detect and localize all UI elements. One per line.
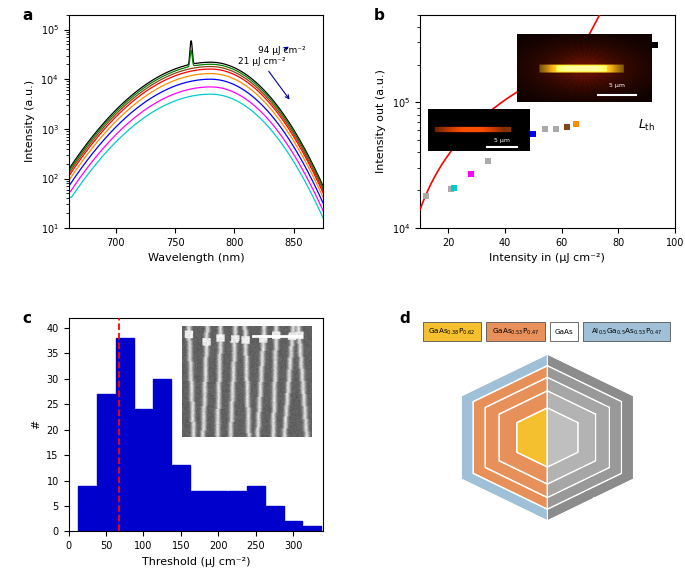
Point	[482, 157, 493, 166]
Polygon shape	[547, 408, 578, 467]
Point	[649, 41, 660, 50]
Polygon shape	[547, 354, 634, 521]
Bar	[172, 465, 190, 531]
Text: Al$_{0.5}$Ga$_{0.5}$As$_{0.53}$P$_{0.47}$: Al$_{0.5}$Ga$_{0.5}$As$_{0.53}$P$_{0.47}…	[590, 326, 662, 337]
Polygon shape	[461, 354, 634, 521]
Text: 94 μJ cm⁻²: 94 μJ cm⁻²	[258, 47, 306, 55]
Text: 21 μJ cm⁻²: 21 μJ cm⁻²	[238, 57, 289, 99]
Y-axis label: #: #	[31, 420, 40, 429]
Point	[449, 183, 460, 192]
Polygon shape	[499, 391, 595, 484]
Polygon shape	[516, 408, 578, 467]
X-axis label: Threshold (μJ cm⁻²): Threshold (μJ cm⁻²)	[142, 557, 250, 566]
Point	[420, 192, 431, 201]
Text: c: c	[23, 311, 32, 326]
Point	[599, 67, 610, 77]
Text: d: d	[399, 311, 410, 326]
FancyBboxPatch shape	[583, 322, 670, 342]
Point	[584, 90, 595, 99]
Point	[562, 122, 573, 131]
Y-axis label: Intensity (a.u.): Intensity (a.u.)	[25, 81, 35, 162]
Text: $L_{\mathrm{th}}$: $L_{\mathrm{th}}$	[638, 118, 655, 133]
Bar	[78, 486, 96, 531]
Bar	[116, 338, 134, 531]
FancyBboxPatch shape	[486, 322, 545, 342]
Bar	[210, 491, 227, 531]
Point	[519, 138, 530, 147]
Polygon shape	[547, 377, 610, 498]
Bar	[284, 522, 302, 531]
Bar	[303, 526, 321, 531]
Bar	[190, 491, 209, 531]
Polygon shape	[547, 366, 621, 509]
Point	[446, 185, 457, 194]
Text: GaAs: GaAs	[555, 329, 573, 335]
Point	[527, 130, 538, 139]
Y-axis label: Intensity out (a.u.): Intensity out (a.u.)	[376, 69, 386, 173]
Bar	[247, 486, 265, 531]
Polygon shape	[473, 366, 621, 509]
Bar	[266, 506, 284, 531]
FancyBboxPatch shape	[423, 322, 481, 342]
FancyBboxPatch shape	[550, 322, 578, 342]
Point	[539, 125, 550, 134]
Bar	[97, 394, 115, 531]
Text: GaAs$_{0.38}$P$_{0.62}$: GaAs$_{0.38}$P$_{0.62}$	[428, 326, 475, 337]
Bar	[134, 409, 152, 531]
Polygon shape	[547, 391, 595, 484]
Point	[550, 124, 561, 133]
X-axis label: Wavelength (nm): Wavelength (nm)	[147, 253, 244, 263]
Bar	[228, 491, 246, 531]
Text: a: a	[23, 8, 33, 23]
Text: 100 nm: 100 nm	[593, 497, 630, 507]
Text: GaAs$_{0.53}$P$_{0.47}$: GaAs$_{0.53}$P$_{0.47}$	[492, 326, 539, 337]
Polygon shape	[485, 377, 610, 498]
Bar	[153, 379, 171, 531]
Point	[619, 54, 630, 63]
Text: b: b	[374, 8, 385, 23]
Point	[570, 120, 581, 129]
Point	[466, 169, 477, 179]
X-axis label: Intensity in (μJ cm⁻²): Intensity in (μJ cm⁻²)	[489, 253, 606, 263]
